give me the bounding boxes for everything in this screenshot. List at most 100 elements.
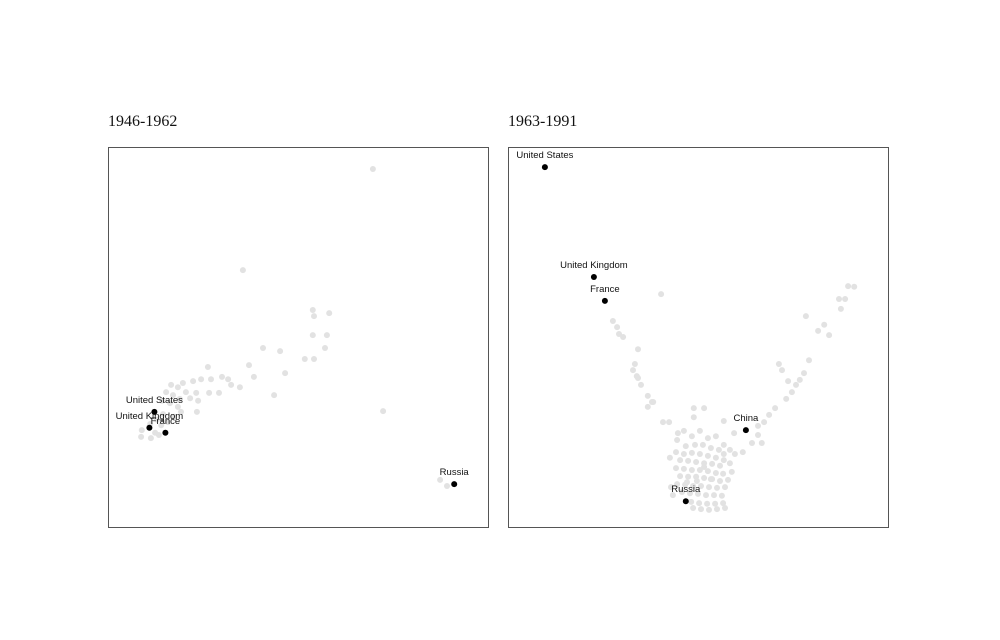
data-point [311, 313, 317, 320]
data-point [635, 375, 641, 381]
data-point [766, 411, 773, 418]
data-point [704, 500, 711, 507]
data-point [309, 307, 316, 313]
data-point [666, 419, 673, 426]
data-point [176, 395, 183, 402]
data-point [695, 490, 701, 497]
point-label-united-kingdom: United Kingdom [560, 260, 628, 271]
data-point [701, 464, 708, 470]
plot-frame [108, 147, 489, 528]
highlight-point-russia [451, 481, 458, 488]
data-point [755, 422, 761, 429]
highlight-point-united-states [151, 408, 158, 415]
panel-title-1: 1946-1962 [108, 113, 178, 130]
data-point [725, 476, 731, 483]
data-point [704, 452, 711, 459]
data-point [239, 267, 246, 274]
data-point [669, 492, 676, 499]
data-point [171, 413, 178, 420]
data-point [638, 381, 644, 388]
data-point [688, 498, 695, 505]
point-label-united-kingdom: United Kingdom [116, 411, 184, 422]
data-point [845, 283, 852, 290]
data-point [701, 475, 708, 481]
data-point [690, 505, 697, 511]
data-point [163, 389, 170, 396]
data-point [674, 481, 681, 488]
data-point [168, 381, 175, 388]
data-point [696, 500, 703, 507]
data-point [165, 419, 171, 426]
data-point [216, 389, 222, 396]
data-point [668, 484, 674, 491]
data-point [674, 430, 681, 437]
data-point [170, 392, 176, 399]
data-point [160, 411, 167, 418]
data-point [712, 454, 719, 461]
data-point [208, 376, 214, 383]
data-point [731, 451, 738, 457]
data-point [712, 470, 719, 476]
panel-title-2: 1963-1991 [508, 113, 578, 130]
data-point [195, 397, 202, 404]
data-point [198, 376, 205, 383]
data-point [720, 451, 727, 457]
data-point [706, 506, 712, 513]
data-point [685, 473, 692, 480]
data-point [728, 468, 735, 475]
point-label-united-states: United States [516, 150, 573, 161]
data-point [836, 296, 842, 302]
data-point [711, 492, 717, 499]
data-point [680, 427, 687, 434]
data-point [687, 490, 693, 497]
data-point [690, 483, 697, 489]
data-point [193, 389, 200, 396]
data-point [154, 416, 160, 423]
data-point [682, 443, 689, 450]
data-point [630, 367, 636, 374]
data-point [147, 435, 154, 442]
data-point [635, 346, 641, 353]
point-label-china: China [733, 413, 759, 424]
highlight-point-russia [682, 498, 689, 505]
data-point [714, 506, 720, 513]
data-point [693, 459, 700, 465]
data-point [309, 332, 316, 339]
data-point [842, 296, 849, 302]
data-point [260, 345, 266, 351]
data-point [301, 356, 308, 362]
data-point [311, 356, 317, 362]
data-point [680, 465, 687, 472]
data-point [155, 432, 162, 438]
data-point [704, 435, 711, 442]
data-point [761, 419, 768, 426]
data-point [193, 408, 200, 415]
data-point [174, 403, 181, 410]
data-point [717, 462, 723, 469]
highlight-point-united-states [541, 164, 548, 171]
data-point [722, 505, 728, 511]
data-point [717, 478, 723, 484]
data-point [690, 405, 697, 412]
data-point [693, 478, 700, 484]
highlight-point-united-kingdom [146, 424, 153, 431]
data-point [166, 400, 173, 407]
data-point [250, 373, 257, 380]
data-point [775, 361, 782, 367]
data-point [826, 332, 833, 339]
data-point [178, 408, 184, 415]
data-point [796, 376, 803, 383]
data-point [696, 467, 703, 473]
data-point [631, 361, 638, 367]
data-point [326, 310, 333, 317]
highlight-point-france [162, 429, 169, 436]
highlight-point-united-kingdom [590, 274, 597, 280]
data-point [783, 395, 790, 402]
point-label-russia: Russia [671, 484, 701, 495]
data-point [620, 334, 627, 340]
data-point [159, 397, 165, 404]
scatter-plot-2: United States United Kingdom France China Ru… [508, 147, 889, 528]
data-point [712, 500, 719, 507]
data-point [644, 403, 651, 410]
data-point [720, 500, 727, 507]
